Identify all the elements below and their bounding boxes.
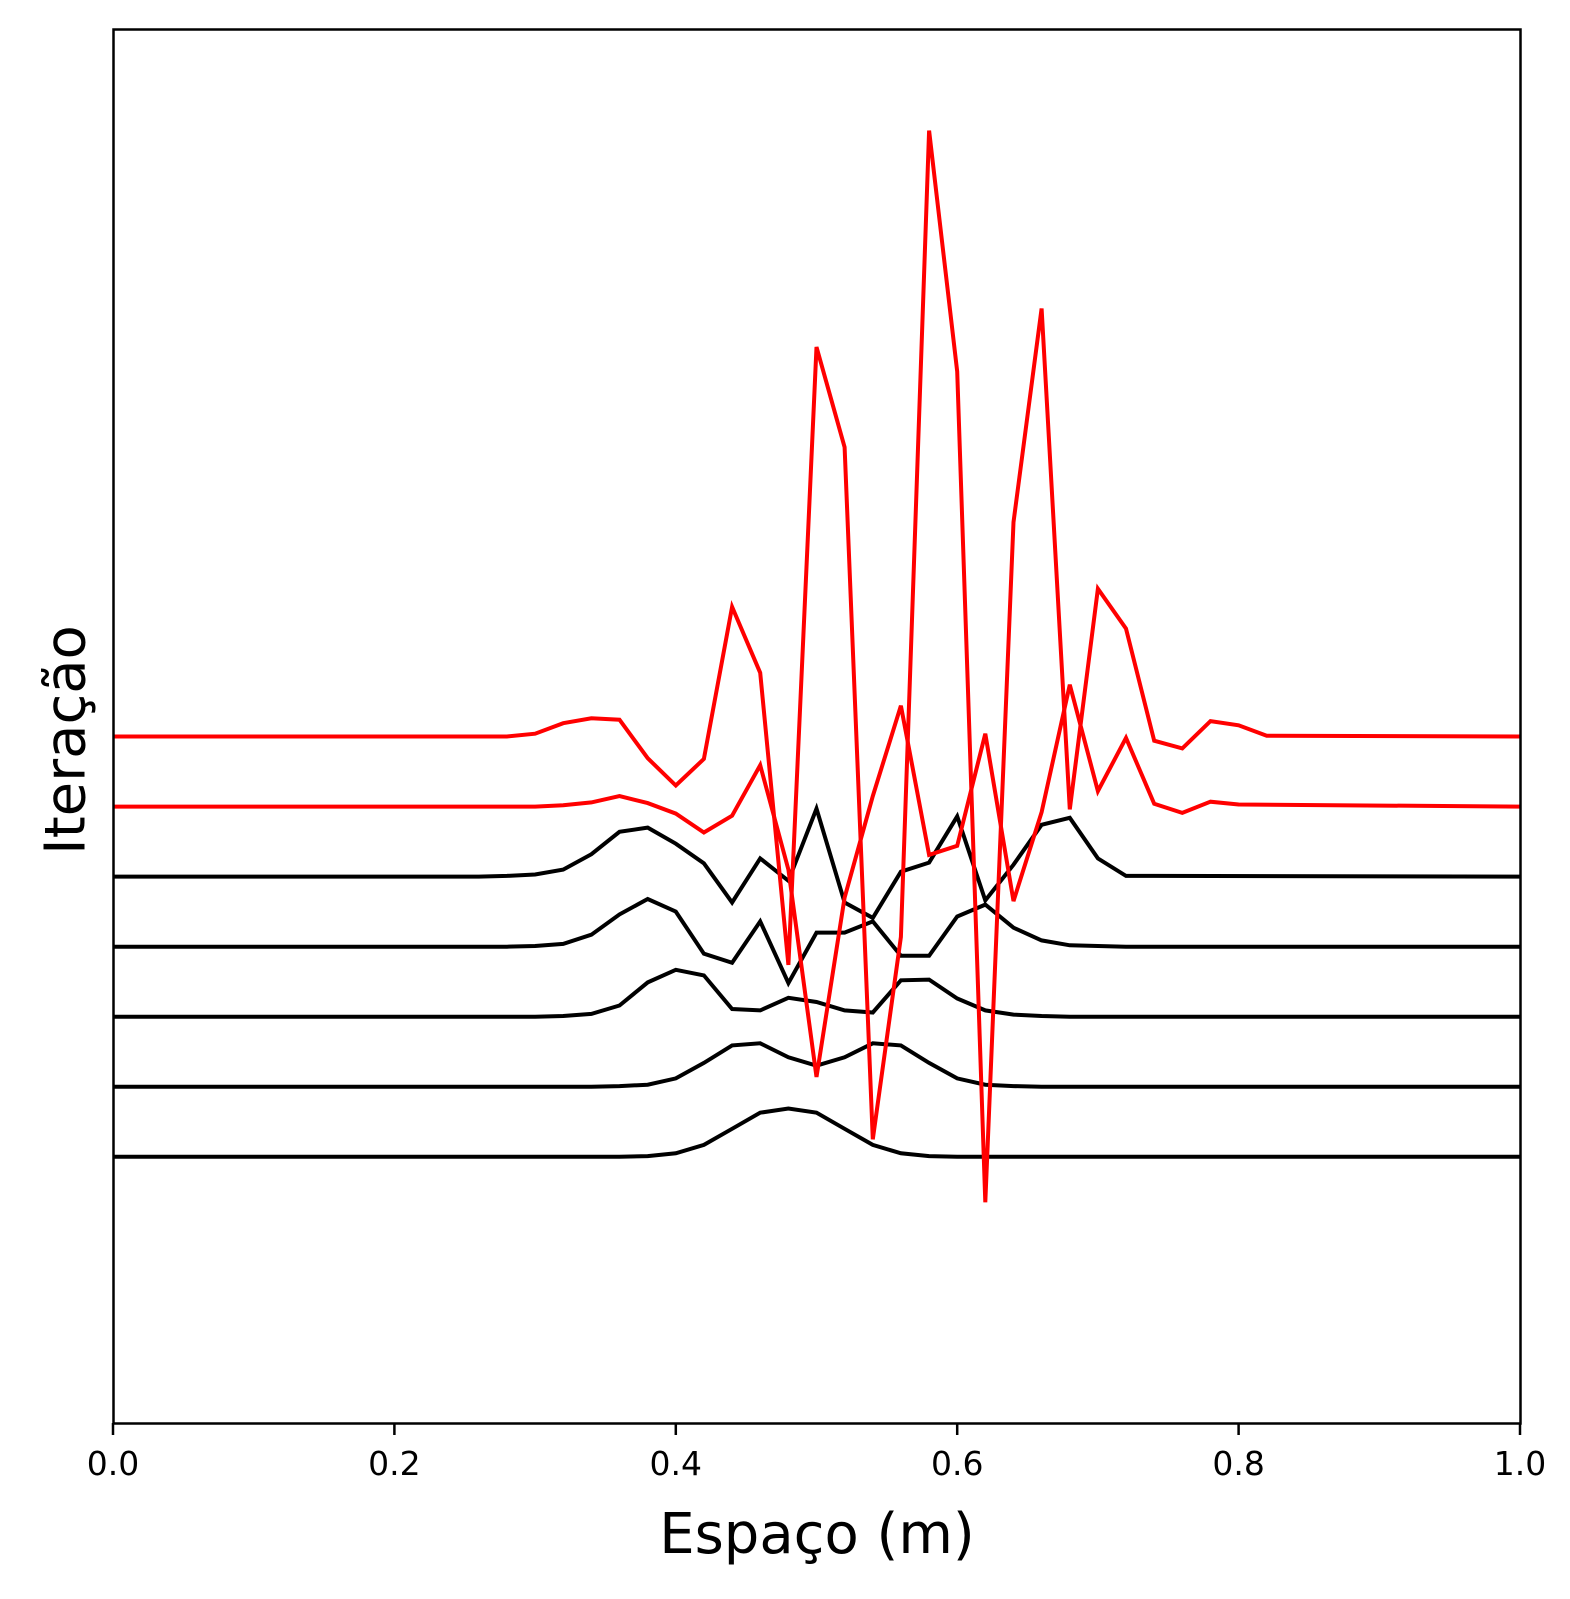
series-line-1 [113, 1106, 1520, 1159]
y-axis-label: Iteração [33, 625, 99, 855]
x-tick-label: 0.4 [650, 1444, 702, 1483]
axes-frame [112, 28, 1522, 1425]
x-tick-label: 1.0 [1494, 1444, 1546, 1483]
x-axis-label: Espaço (m) [659, 1502, 975, 1567]
series-line-4 [113, 896, 1520, 988]
series-line-5 [113, 802, 1521, 921]
series-line-6 [113, 684, 1521, 1078]
x-tick-label: 0.2 [368, 1444, 420, 1483]
series-line-3 [113, 967, 1520, 1019]
x-tick-label: 0.0 [87, 1444, 139, 1483]
x-tick-label: 0.6 [931, 1444, 983, 1483]
series-line-7 [113, 130, 1521, 1203]
x-tick-label: 0.8 [1212, 1444, 1264, 1483]
